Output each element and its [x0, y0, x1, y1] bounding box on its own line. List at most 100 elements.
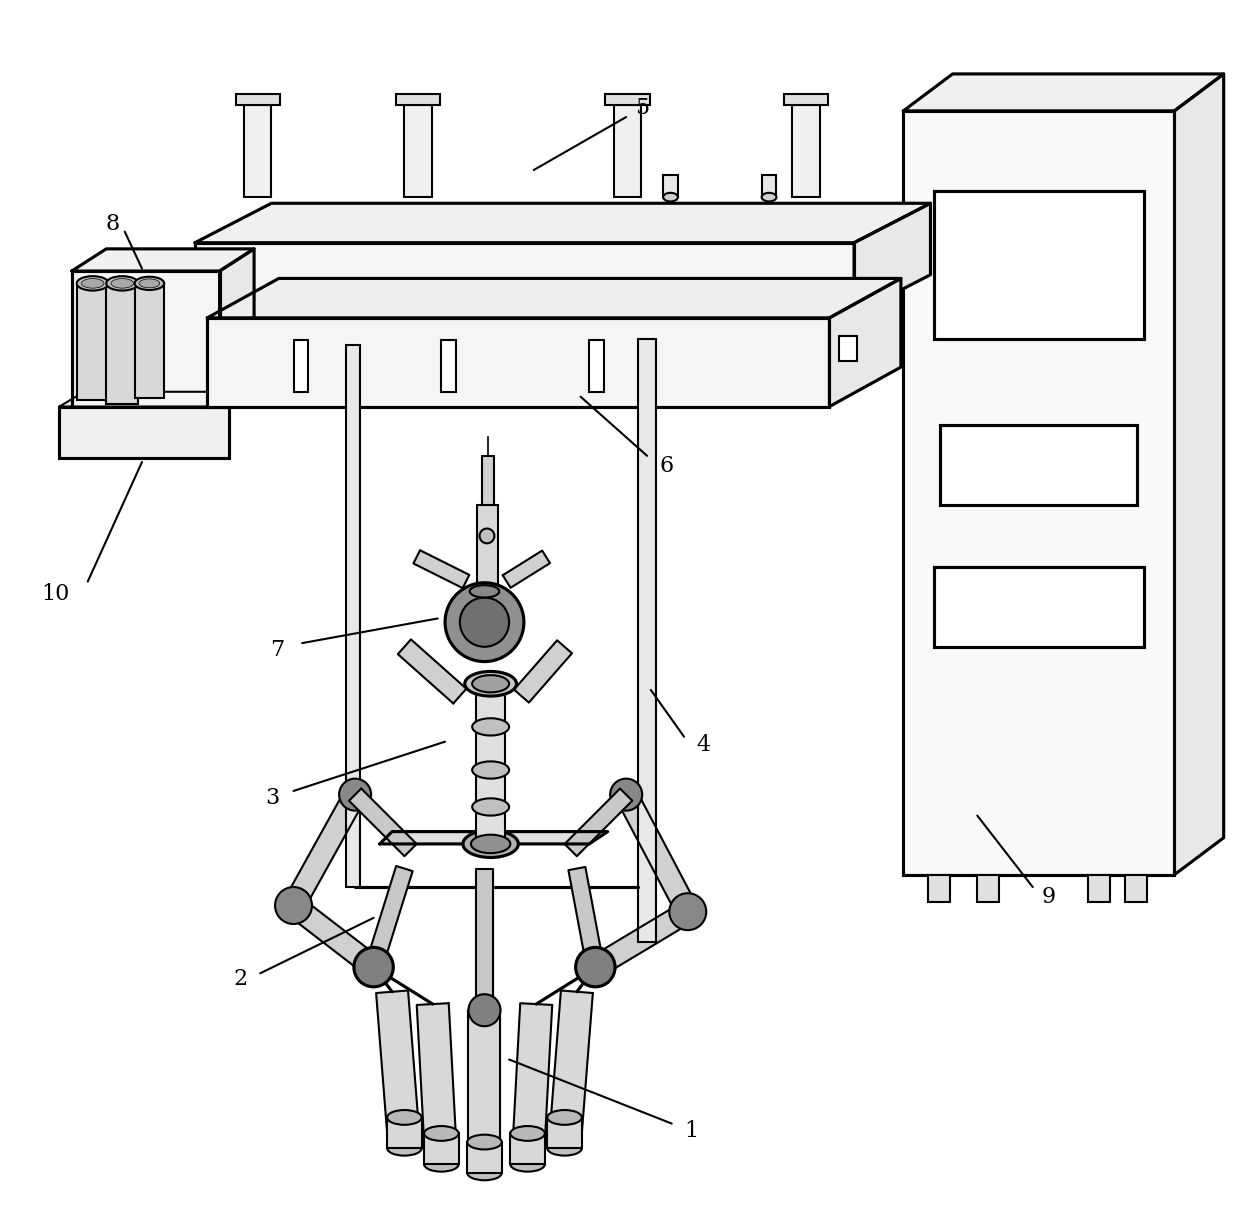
Ellipse shape: [511, 1157, 544, 1172]
Bar: [784, 94, 828, 105]
Bar: [60, 407, 229, 458]
Ellipse shape: [761, 192, 776, 201]
Bar: [904, 111, 1174, 875]
Circle shape: [575, 947, 615, 987]
Text: 9: 9: [1042, 886, 1055, 908]
Ellipse shape: [472, 718, 510, 736]
Ellipse shape: [463, 830, 518, 857]
Bar: [441, 340, 456, 392]
Bar: [424, 1133, 459, 1164]
Polygon shape: [413, 551, 469, 588]
Bar: [72, 271, 219, 407]
Polygon shape: [348, 788, 417, 856]
Bar: [589, 340, 604, 392]
Ellipse shape: [465, 671, 517, 696]
Bar: [387, 1117, 422, 1148]
Bar: [928, 875, 950, 902]
Polygon shape: [854, 203, 930, 314]
Ellipse shape: [467, 1165, 502, 1180]
Polygon shape: [398, 639, 466, 703]
Ellipse shape: [547, 1141, 582, 1156]
Ellipse shape: [107, 276, 139, 291]
Ellipse shape: [424, 1157, 459, 1172]
Polygon shape: [417, 1003, 458, 1165]
Bar: [839, 336, 857, 361]
Bar: [207, 318, 830, 407]
Bar: [404, 105, 432, 197]
Circle shape: [480, 529, 495, 543]
Circle shape: [353, 947, 393, 987]
Bar: [511, 1133, 544, 1164]
Bar: [614, 105, 641, 197]
Polygon shape: [616, 790, 698, 917]
Polygon shape: [219, 249, 254, 407]
Bar: [639, 339, 656, 942]
Text: 5: 5: [635, 97, 650, 120]
Circle shape: [339, 779, 371, 811]
Ellipse shape: [472, 761, 510, 779]
Bar: [135, 283, 164, 398]
Polygon shape: [904, 74, 1224, 111]
Ellipse shape: [82, 278, 104, 288]
Bar: [1089, 875, 1110, 902]
Polygon shape: [284, 790, 365, 910]
Bar: [761, 175, 776, 197]
Bar: [195, 243, 854, 314]
Ellipse shape: [135, 277, 164, 290]
Bar: [482, 456, 495, 505]
Bar: [663, 175, 678, 197]
Polygon shape: [476, 869, 494, 1010]
Ellipse shape: [472, 798, 510, 816]
Bar: [396, 94, 440, 105]
Text: 4: 4: [697, 734, 711, 756]
Polygon shape: [60, 392, 254, 407]
Ellipse shape: [112, 278, 134, 288]
Text: 6: 6: [660, 455, 673, 477]
Polygon shape: [512, 1003, 552, 1165]
Polygon shape: [286, 897, 381, 976]
Ellipse shape: [472, 675, 510, 692]
Polygon shape: [376, 991, 420, 1149]
Bar: [934, 191, 1143, 339]
Bar: [346, 345, 360, 887]
Polygon shape: [195, 203, 930, 243]
Polygon shape: [379, 832, 608, 844]
Polygon shape: [568, 867, 604, 968]
Text: 3: 3: [265, 787, 280, 809]
Ellipse shape: [470, 585, 500, 598]
Polygon shape: [502, 551, 551, 588]
Text: 2: 2: [233, 968, 248, 991]
Bar: [792, 105, 820, 197]
Bar: [294, 340, 309, 392]
Bar: [77, 283, 109, 400]
Text: 1: 1: [684, 1120, 698, 1142]
Ellipse shape: [547, 1110, 582, 1125]
Circle shape: [670, 893, 707, 930]
Polygon shape: [72, 249, 254, 271]
Polygon shape: [207, 278, 901, 318]
Circle shape: [610, 779, 642, 811]
Ellipse shape: [467, 1135, 502, 1149]
Bar: [547, 1117, 582, 1148]
Circle shape: [275, 887, 312, 924]
Polygon shape: [830, 278, 901, 407]
Polygon shape: [1174, 74, 1224, 875]
Bar: [236, 94, 280, 105]
Bar: [107, 283, 139, 404]
Bar: [977, 875, 999, 902]
Circle shape: [445, 583, 525, 662]
Bar: [934, 567, 1143, 647]
Polygon shape: [548, 991, 593, 1149]
Bar: [1125, 875, 1147, 902]
Text: 10: 10: [42, 583, 69, 605]
Circle shape: [469, 994, 501, 1026]
Polygon shape: [590, 902, 693, 977]
Polygon shape: [366, 866, 413, 970]
Bar: [467, 1142, 502, 1173]
Bar: [605, 94, 650, 105]
Ellipse shape: [471, 835, 511, 854]
Circle shape: [460, 598, 510, 647]
Polygon shape: [469, 1010, 501, 1173]
Bar: [477, 505, 498, 585]
Ellipse shape: [511, 1126, 544, 1141]
